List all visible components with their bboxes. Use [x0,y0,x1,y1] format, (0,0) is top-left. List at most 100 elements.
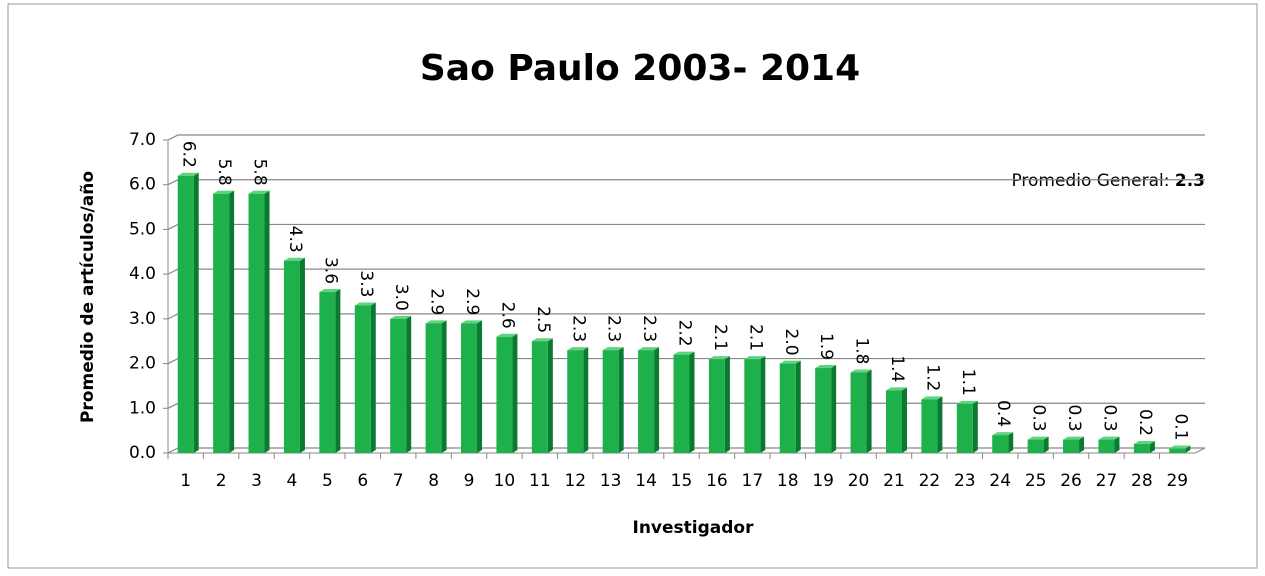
bar-top [815,365,837,369]
value-label: 2.0 [781,329,801,356]
bar [496,336,513,453]
bar [956,403,973,453]
bar [1169,448,1186,453]
value-label: 2.3 [568,315,588,342]
bar-side [1149,441,1155,453]
value-label: 0.3 [1064,405,1084,432]
x-tick-label: 28 [1131,471,1153,491]
y-tick-label: 7.0 [129,130,156,150]
bar-top [177,172,199,176]
x-tick-label: 12 [564,471,586,491]
bar [992,435,1009,453]
bar [425,323,442,453]
bar-side [335,289,341,453]
bar [354,305,371,453]
bar-side [193,172,199,453]
value-label: 0.2 [1135,409,1155,436]
bar [708,359,725,453]
bar-top [921,396,943,400]
value-label: 1.9 [816,333,836,360]
bar [638,350,655,453]
bar-top [248,190,270,194]
bar-side [512,333,518,453]
x-tick-label: 4 [287,471,298,491]
value-label: 2.2 [675,320,695,347]
bar-side [299,257,305,453]
bar-top [956,400,978,404]
value-label: 2.1 [710,324,730,351]
x-tick-label: 18 [777,471,799,491]
bar [850,372,867,453]
bar [1098,439,1115,453]
bar-side [831,365,837,453]
value-label: 5.8 [214,159,234,186]
bar [567,350,584,453]
x-tick-label: 26 [1060,471,1082,491]
x-tick-label: 2 [216,471,227,491]
x-tick-label: 8 [428,471,439,491]
bar-top [638,347,660,351]
y-tick-label: 1.0 [129,398,156,418]
bar-side [618,347,624,453]
bar-side [1079,436,1085,453]
x-tick-label: 15 [671,471,693,491]
value-label: 6.2 [179,141,199,168]
bar-top [992,432,1014,436]
value-label: 0.1 [1170,413,1190,440]
value-label: 3.6 [320,257,340,284]
bar [815,368,832,453]
bar [673,354,690,453]
bar [602,350,619,453]
y-tick-label: 2.0 [129,354,156,374]
bar [779,363,796,453]
bar [885,390,902,453]
bar [319,292,336,453]
bar-side [1008,432,1014,453]
bar-top [567,347,589,351]
bar-side [441,320,447,453]
value-label: 1.8 [852,337,872,364]
x-tick-label: 22 [919,471,941,491]
y-tick-label: 5.0 [129,219,156,239]
bar-top [779,360,801,364]
value-label: 2.5 [533,306,553,333]
bar-side [229,190,235,453]
bar-top [1133,441,1155,445]
value-label: 2.3 [604,315,624,342]
value-label: 3.3 [356,270,376,297]
bar-side [689,351,695,453]
value-label: 2.1 [745,324,765,351]
value-label: 1.4 [887,355,907,382]
value-label: 0.4 [993,400,1013,427]
bar [1027,439,1044,453]
bar [177,175,194,453]
chart-title: Sao Paulo 2003- 2014 [420,48,860,89]
average-annotation: Promedio General: 2.3 [1011,171,1205,191]
x-tick-label: 6 [357,471,368,491]
x-tick-label: 10 [494,471,516,491]
x-tick-label: 14 [635,471,657,491]
x-tick-label: 20 [848,471,870,491]
bar-top [1063,436,1085,440]
x-tick-label: 7 [393,471,404,491]
x-tick-label: 21 [883,471,905,491]
x-tick-label: 27 [1096,471,1118,491]
bar-side [370,302,376,453]
bar-top [1169,445,1191,449]
bar-top [744,356,766,360]
bar [283,260,300,453]
bar [531,341,548,453]
y-tick-label: 3.0 [129,309,156,329]
bar-top [885,387,907,391]
x-tick-label: 16 [706,471,728,491]
bar-top [390,315,412,319]
bar-top [425,320,447,324]
bar [744,359,761,453]
bar-side [1043,436,1049,453]
bar-top [708,356,730,360]
bar-side [937,396,943,453]
bar [921,399,938,453]
bar-side [901,387,907,453]
bar-side [795,360,801,453]
